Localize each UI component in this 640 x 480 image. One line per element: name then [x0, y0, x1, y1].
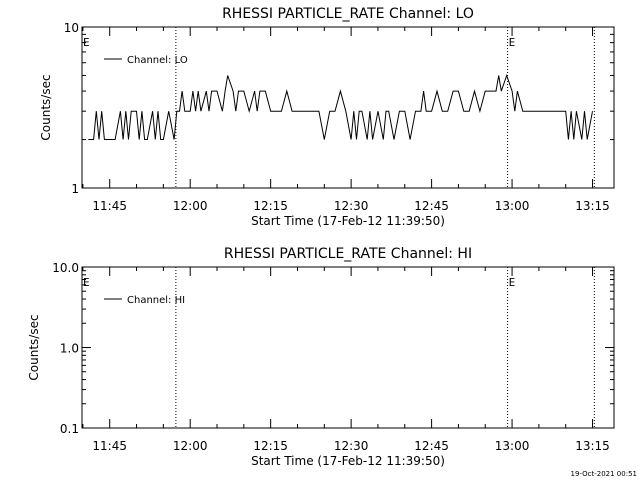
- y-tick-label: 10.0: [52, 261, 79, 275]
- x-tick-label: 12:00: [173, 199, 208, 213]
- y-tick-label: 10: [64, 21, 79, 35]
- x-tick-label: 13:00: [495, 439, 530, 453]
- x-tick-label: 11:45: [92, 439, 127, 453]
- legend-entry: Channel: LO: [127, 55, 188, 66]
- x-tick-label: 13:00: [495, 199, 530, 213]
- y-axis-label: Counts/sec: [27, 314, 41, 380]
- plot-frame: [81, 266, 615, 429]
- x-tick-label: 12:15: [253, 439, 288, 453]
- x-axis-label: Start Time (17-Feb-12 11:39:50): [251, 214, 445, 228]
- x-tick-label: 12:00: [173, 439, 208, 453]
- x-tick-label: 11:45: [92, 199, 127, 213]
- chart-title: RHESSI PARTICLE_RATE Channel: HI: [224, 246, 472, 262]
- event-marker-label: E: [83, 276, 90, 289]
- event-marker-label: E: [83, 36, 90, 49]
- chart-title: RHESSI PARTICLE_RATE Channel: LO: [222, 6, 474, 22]
- x-tick-label: 12:30: [334, 439, 369, 453]
- y-tick-label: 1: [71, 182, 79, 196]
- legend-entry: Channel: HI: [127, 295, 185, 306]
- event-marker-label: E: [509, 276, 516, 289]
- footer-timestamp: 19-Oct-2021 00:51: [571, 470, 637, 478]
- event-marker-label: E: [509, 36, 516, 49]
- y-tick-label: 1.0: [60, 342, 79, 356]
- y-tick-label: 0.1: [60, 422, 79, 436]
- x-tick-label: 12:15: [253, 199, 288, 213]
- x-axis-label: Start Time (17-Feb-12 11:39:50): [251, 454, 445, 468]
- x-tick-label: 13:15: [575, 439, 610, 453]
- x-tick-label: 12:30: [334, 199, 369, 213]
- x-tick-label: 12:45: [414, 439, 449, 453]
- chart-panel-hi: RHESSI PARTICLE_RATE Channel: HI Counts/s…: [27, 246, 615, 468]
- y-axis-label: Counts/sec: [39, 74, 53, 140]
- chart-panel-lo: RHESSI PARTICLE_RATE Channel: LO Counts/s…: [39, 6, 615, 228]
- series-line-0: [88, 73, 593, 140]
- x-tick-label: 12:45: [414, 199, 449, 213]
- plot-frame: [81, 26, 615, 189]
- x-tick-label: 13:15: [575, 199, 610, 213]
